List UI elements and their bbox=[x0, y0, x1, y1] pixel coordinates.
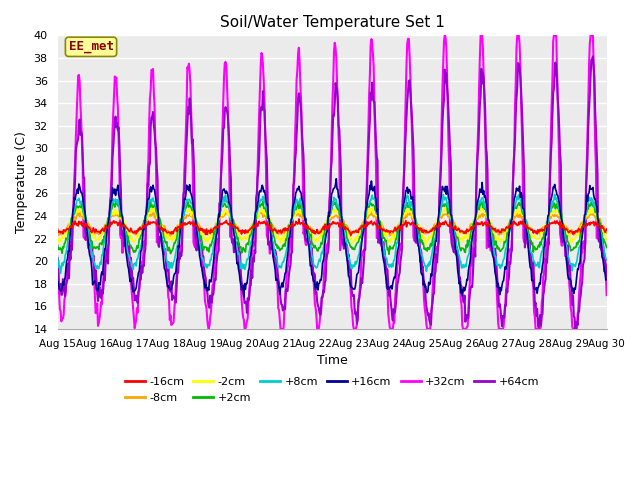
-2cm bbox=[54, 240, 61, 245]
+8cm bbox=[57, 271, 65, 276]
+64cm bbox=[572, 326, 579, 332]
+8cm bbox=[177, 222, 184, 228]
+8cm bbox=[121, 228, 129, 233]
+32cm bbox=[399, 180, 407, 186]
+16cm bbox=[332, 176, 340, 181]
-16cm bbox=[63, 227, 71, 232]
+32cm bbox=[54, 280, 61, 286]
Line: +64cm: +64cm bbox=[58, 56, 607, 329]
-2cm bbox=[63, 228, 71, 234]
+8cm bbox=[54, 254, 61, 260]
-16cm bbox=[417, 226, 424, 231]
-8cm bbox=[120, 221, 128, 227]
-8cm bbox=[294, 209, 301, 215]
+64cm bbox=[415, 243, 422, 249]
+2cm bbox=[603, 245, 611, 251]
Line: +32cm: +32cm bbox=[58, 36, 607, 329]
-8cm bbox=[603, 230, 611, 236]
-2cm bbox=[422, 242, 429, 248]
Line: +2cm: +2cm bbox=[58, 201, 607, 254]
+64cm bbox=[176, 256, 184, 262]
+2cm bbox=[54, 242, 61, 248]
+64cm bbox=[54, 255, 61, 261]
-16cm bbox=[205, 228, 212, 233]
+32cm bbox=[603, 292, 611, 298]
+2cm bbox=[415, 228, 423, 234]
Line: +16cm: +16cm bbox=[58, 179, 607, 297]
+8cm bbox=[551, 192, 559, 197]
-8cm bbox=[346, 233, 354, 239]
X-axis label: Time: Time bbox=[317, 354, 348, 367]
-8cm bbox=[63, 226, 71, 231]
Legend: -16cm, -8cm, -2cm, +2cm, +8cm, +16cm, +32cm, +64cm: -16cm, -8cm, -2cm, +2cm, +8cm, +16cm, +3… bbox=[120, 372, 544, 407]
-16cm bbox=[347, 233, 355, 239]
-16cm bbox=[176, 226, 184, 231]
+16cm bbox=[120, 226, 128, 231]
+64cm bbox=[120, 243, 128, 249]
-8cm bbox=[205, 229, 212, 235]
+32cm bbox=[63, 270, 71, 276]
+16cm bbox=[54, 278, 61, 284]
+2cm bbox=[120, 221, 128, 227]
-16cm bbox=[120, 222, 128, 228]
-2cm bbox=[176, 221, 184, 227]
-2cm bbox=[365, 203, 373, 209]
+16cm bbox=[205, 287, 212, 293]
+8cm bbox=[399, 208, 407, 214]
+2cm bbox=[385, 252, 393, 257]
+64cm bbox=[399, 198, 406, 204]
+64cm bbox=[589, 53, 596, 59]
+2cm bbox=[399, 209, 407, 215]
+32cm bbox=[120, 239, 128, 245]
+64cm bbox=[603, 274, 611, 279]
+2cm bbox=[63, 237, 71, 243]
+32cm bbox=[205, 326, 212, 332]
-2cm bbox=[415, 223, 423, 228]
+8cm bbox=[65, 235, 72, 241]
+16cm bbox=[240, 294, 248, 300]
+64cm bbox=[63, 277, 71, 283]
Title: Soil/Water Temperature Set 1: Soil/Water Temperature Set 1 bbox=[220, 15, 445, 30]
-2cm bbox=[603, 237, 611, 242]
Y-axis label: Temperature (C): Temperature (C) bbox=[15, 131, 28, 233]
Line: -16cm: -16cm bbox=[58, 219, 607, 236]
-16cm bbox=[603, 226, 611, 232]
+8cm bbox=[603, 257, 611, 263]
+32cm bbox=[176, 243, 184, 249]
+8cm bbox=[205, 263, 213, 268]
Line: +8cm: +8cm bbox=[58, 194, 607, 274]
+2cm bbox=[474, 198, 482, 204]
+16cm bbox=[417, 257, 424, 263]
+32cm bbox=[205, 322, 213, 328]
+16cm bbox=[176, 235, 184, 241]
Line: -2cm: -2cm bbox=[58, 206, 607, 245]
+2cm bbox=[205, 249, 212, 255]
+32cm bbox=[415, 244, 423, 250]
-8cm bbox=[417, 225, 424, 231]
-16cm bbox=[54, 226, 61, 232]
+16cm bbox=[603, 277, 611, 283]
Text: EE_met: EE_met bbox=[68, 40, 113, 53]
-2cm bbox=[120, 218, 128, 224]
-2cm bbox=[399, 213, 407, 218]
+8cm bbox=[415, 245, 423, 251]
-8cm bbox=[54, 231, 61, 237]
+64cm bbox=[205, 304, 212, 310]
-16cm bbox=[401, 222, 408, 228]
Line: -8cm: -8cm bbox=[58, 212, 607, 236]
+2cm bbox=[176, 225, 184, 231]
-16cm bbox=[295, 216, 303, 222]
-8cm bbox=[401, 213, 408, 219]
+16cm bbox=[401, 199, 408, 204]
-2cm bbox=[205, 236, 212, 242]
-8cm bbox=[176, 222, 184, 228]
+32cm bbox=[441, 33, 449, 38]
+16cm bbox=[63, 256, 71, 262]
